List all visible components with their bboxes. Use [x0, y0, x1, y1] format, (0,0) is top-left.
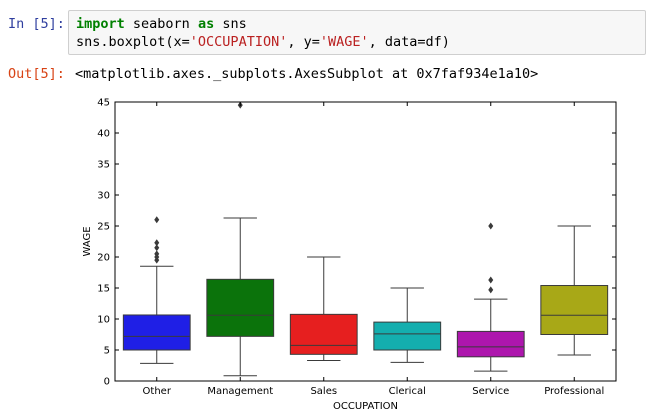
y-tick-label: 25	[97, 222, 110, 233]
code-string-x: 'OCCUPATION'	[189, 34, 288, 50]
output-text: <matplotlib.axes._subplots.AxesSubplot a…	[75, 66, 539, 82]
y-tick-label: 45	[97, 98, 110, 109]
y-tick-label: 10	[97, 315, 110, 326]
module-name: seaborn	[124, 16, 198, 32]
flier-point	[488, 276, 494, 284]
code-call-mid: , y=	[287, 34, 320, 50]
code-line-1: import seaborn as sns	[76, 16, 247, 32]
y-tick-label: 30	[97, 191, 110, 202]
y-tick-label: 40	[97, 129, 110, 140]
x-tick-label: Clerical	[389, 386, 426, 397]
output-prompt: Out[5]:	[8, 66, 65, 82]
input-prompt: In [5]:	[8, 16, 65, 32]
y-tick-label: 20	[97, 253, 110, 264]
flier-point	[154, 244, 160, 252]
box-service	[456, 330, 525, 358]
flier-point	[154, 216, 160, 224]
box-other	[122, 314, 191, 351]
box-management	[206, 278, 275, 337]
code-call-start: sns.boxplot(x=	[76, 34, 190, 50]
y-tick-label: 0	[104, 377, 110, 388]
x-tick-label: Service	[472, 386, 509, 397]
code-line-2: sns.boxplot(x='OCCUPATION', y='WAGE', da…	[76, 34, 450, 50]
code-cell[interactable]: import seaborn as sns sns.boxplot(x='OCC…	[68, 10, 646, 55]
y-axis-label: WAGE	[82, 226, 93, 256]
y-tick-label: 5	[104, 346, 110, 357]
keyword-import: import	[76, 16, 125, 32]
box-professional	[540, 285, 609, 335]
x-axis-label: OCCUPATION	[333, 401, 398, 412]
x-tick-label: Management	[207, 386, 273, 397]
y-tick-label: 15	[97, 284, 110, 295]
code-call-end: , data=df)	[368, 34, 450, 50]
flier-point	[154, 250, 160, 258]
x-tick-label: Professional	[544, 386, 604, 397]
flier-point	[488, 222, 494, 230]
keyword-as: as	[197, 16, 215, 32]
x-tick-label: Sales	[310, 386, 337, 397]
code-string-y: 'WAGE'	[319, 34, 369, 50]
module-alias: sns	[214, 16, 247, 32]
flier-point	[488, 286, 494, 294]
flier-point	[154, 239, 160, 247]
x-tick-label: Other	[143, 386, 172, 397]
box-sales	[289, 313, 358, 355]
box-clerical	[373, 321, 442, 351]
y-tick-label: 35	[97, 160, 110, 171]
plot-frame	[114, 101, 617, 382]
